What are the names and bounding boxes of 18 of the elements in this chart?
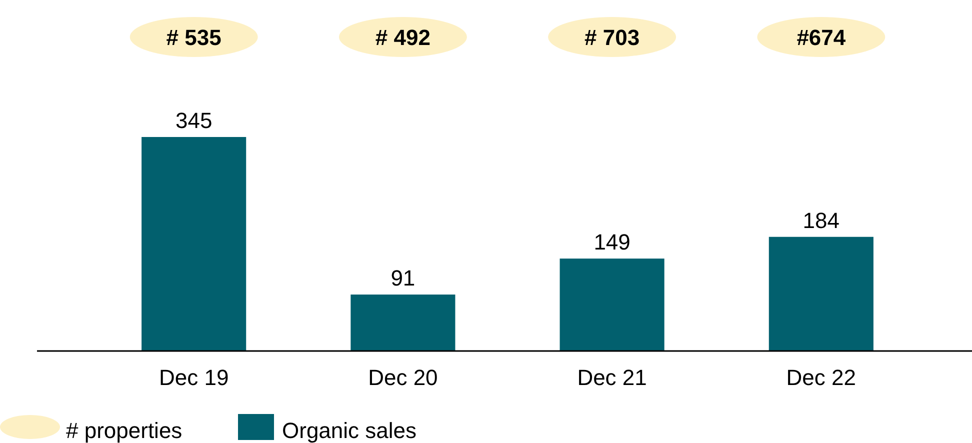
data-label: 184 — [802, 208, 840, 233]
text: # properties — [66, 418, 182, 443]
bar — [560, 258, 664, 351]
x-tick-label: Dec 20 — [368, 365, 438, 390]
text: #674 — [796, 25, 846, 50]
x-tick-label: Dec 21 — [577, 365, 647, 390]
text: # 703 — [584, 25, 640, 50]
x-tick-label: Dec 19 — [158, 365, 229, 390]
legend-label: Organic sales — [282, 418, 417, 443]
bar — [142, 137, 246, 351]
text: # 535 — [166, 25, 222, 50]
text: # 492 — [375, 25, 430, 50]
data-label: 149 — [594, 230, 630, 255]
data-label: 345 — [175, 108, 212, 133]
x-tick-label: Dec 22 — [786, 365, 856, 390]
data-label: 91 — [390, 266, 416, 291]
bar — [768, 236, 874, 351]
bar — [350, 294, 456, 351]
